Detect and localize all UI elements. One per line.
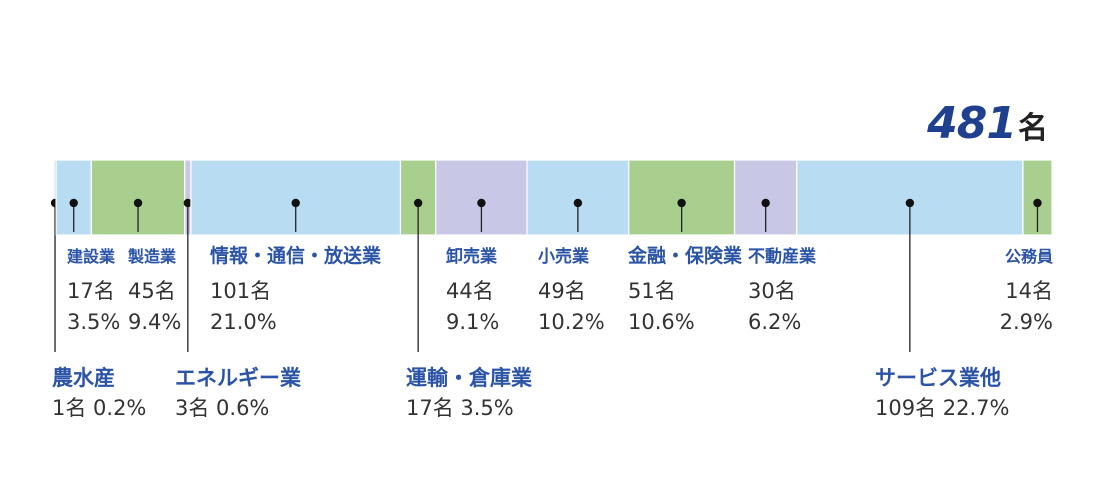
segment-count: 14名 bbox=[1005, 279, 1053, 303]
segment-count: 45名 bbox=[128, 279, 176, 303]
segment-pct: 2.9% bbox=[1000, 310, 1053, 334]
segment-name: エネルギー業 bbox=[175, 366, 302, 390]
segment-count: 51名 bbox=[628, 279, 676, 303]
total-value: 481 bbox=[927, 98, 1017, 149]
segment-name: 小売業 bbox=[538, 246, 589, 267]
segment-name: 卸売業 bbox=[446, 246, 497, 267]
segment-dot bbox=[477, 198, 486, 208]
segment-dot bbox=[183, 198, 193, 208]
segment-name: サービス業他 bbox=[875, 366, 1001, 390]
segment-dot bbox=[1033, 198, 1042, 208]
segment-dot bbox=[905, 198, 915, 208]
segment-dot bbox=[573, 198, 583, 208]
segment-count: 17名 bbox=[67, 279, 115, 303]
segment-count-pct: 109名 22.7% bbox=[875, 396, 1009, 420]
segment-pct: 10.2% bbox=[538, 310, 605, 334]
segment-count: 101名 bbox=[210, 279, 271, 303]
segment-count: 49名 bbox=[538, 279, 586, 303]
segment-count-pct: 17名 3.5% bbox=[406, 396, 514, 420]
segment-dot bbox=[413, 198, 423, 208]
segment-pct: 9.4% bbox=[128, 310, 181, 334]
segment-name: 公務員 bbox=[1005, 247, 1053, 266]
segment-pct: 3.5% bbox=[67, 310, 120, 334]
segment-count-pct: 3名 0.6% bbox=[175, 396, 269, 420]
segment-count: 44名 bbox=[446, 279, 494, 303]
segment-pct: 9.1% bbox=[446, 310, 499, 334]
segment-pct: 21.0% bbox=[210, 310, 277, 334]
segment-count: 30名 bbox=[748, 279, 796, 303]
segment-dot bbox=[761, 198, 770, 208]
segment-dot bbox=[291, 198, 300, 208]
segment-pct: 10.6% bbox=[628, 310, 695, 334]
segment-dot bbox=[677, 198, 686, 208]
segment-name: 農水産 bbox=[52, 366, 115, 390]
segment-name: 運輸・倉庫業 bbox=[406, 366, 533, 390]
segment-name: 建設業 bbox=[67, 247, 116, 266]
total-unit: 名 bbox=[1018, 111, 1048, 146]
segment-dot bbox=[133, 198, 143, 208]
segment-count-pct: 1名 0.2% bbox=[52, 396, 146, 420]
segment-name: 金融・保険業 bbox=[627, 244, 743, 267]
segment-name: 情報・通信・放送業 bbox=[210, 244, 382, 267]
total-count: 481名 bbox=[927, 98, 1048, 149]
segment-name: 不動産業 bbox=[748, 246, 816, 267]
segment-pct: 6.2% bbox=[748, 310, 801, 334]
segment-name: 製造業 bbox=[127, 247, 177, 266]
segment-dot bbox=[69, 198, 78, 208]
